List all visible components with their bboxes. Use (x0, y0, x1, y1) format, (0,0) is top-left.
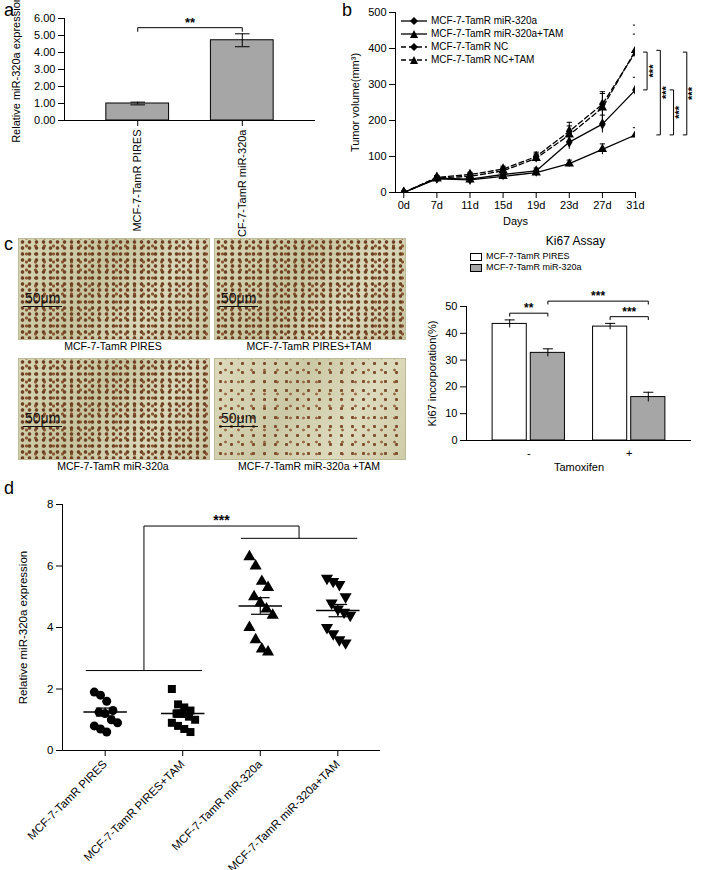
svg-text:20: 20 (445, 380, 457, 392)
svg-text:300: 300 (368, 78, 386, 90)
svg-text:400: 400 (368, 42, 386, 54)
svg-text:1.00: 1.00 (34, 97, 55, 109)
svg-text:Relative miR-320a expression: Relative miR-320a expression (17, 551, 29, 704)
svg-text:8: 8 (47, 498, 53, 510)
svg-text:-: - (527, 447, 531, 459)
svg-text:Tamoxifen: Tamoxifen (554, 461, 604, 473)
svg-text:6: 6 (47, 560, 53, 572)
svg-text:19d: 19d (527, 199, 545, 211)
svg-text:Days: Days (503, 215, 529, 227)
svg-text:10: 10 (445, 407, 457, 419)
svg-text:***: *** (591, 289, 605, 303)
svg-text:15d: 15d (494, 199, 512, 211)
svg-text:0.00: 0.00 (34, 114, 55, 126)
svg-text:50: 50 (445, 300, 457, 312)
svg-text:**: ** (185, 15, 196, 30)
svg-text:4: 4 (47, 621, 54, 633)
svg-text:Ki67 incorporation(%): Ki67 incorporation(%) (426, 321, 438, 427)
svg-text:***: *** (686, 86, 698, 100)
svg-text:0: 0 (380, 186, 386, 198)
svg-text:11d: 11d (461, 199, 479, 211)
svg-text:2.00: 2.00 (34, 80, 55, 92)
svg-text:***: *** (660, 85, 672, 99)
svg-text:27d: 27d (593, 199, 611, 211)
svg-text:100: 100 (368, 150, 386, 162)
svg-text:6.00: 6.00 (34, 12, 55, 24)
svg-text:0d: 0d (398, 199, 410, 211)
svg-text:4.00: 4.00 (34, 46, 55, 58)
svg-text:**: ** (524, 301, 534, 315)
svg-text:MCF-7-TamR PIRES: MCF-7-TamR PIRES (25, 758, 109, 842)
svg-text:+: + (626, 447, 632, 459)
svg-text:200: 200 (368, 114, 386, 126)
svg-text:23d: 23d (560, 199, 578, 211)
svg-text:MCF-7-TamR PIRES+TAM: MCF-7-TamR PIRES+TAM (81, 758, 186, 863)
svg-text:***: *** (622, 305, 636, 319)
svg-text:3.00: 3.00 (34, 63, 55, 75)
svg-text:30: 30 (445, 354, 457, 366)
svg-text:0: 0 (47, 744, 53, 756)
svg-text:MCF-7-TamR miR-320a+TAM: MCF-7-TamR miR-320a+TAM (226, 758, 342, 870)
svg-text:0: 0 (451, 434, 457, 446)
svg-text:5.00: 5.00 (34, 29, 55, 41)
svg-text:Relative miR-320a expression: Relative miR-320a expression (10, 0, 22, 143)
svg-text:***: *** (647, 64, 659, 78)
svg-text:MCF-7-TamR miR-320a: MCF-7-TamR miR-320a (236, 129, 248, 247)
svg-text:***: *** (673, 105, 685, 119)
svg-text:Tumor volume(mm³): Tumor volume(mm³) (349, 53, 361, 152)
svg-text:MCF-7-TamR miR-320a: MCF-7-TamR miR-320a (170, 757, 265, 852)
svg-text:500: 500 (368, 6, 386, 18)
svg-text:31d: 31d (626, 199, 644, 211)
svg-text:7d: 7d (431, 199, 443, 211)
svg-text:40: 40 (445, 327, 457, 339)
svg-text:2: 2 (47, 683, 53, 695)
svg-text:MCF-7-TamR PIRES: MCF-7-TamR PIRES (131, 130, 143, 232)
svg-text:***: *** (213, 512, 230, 528)
